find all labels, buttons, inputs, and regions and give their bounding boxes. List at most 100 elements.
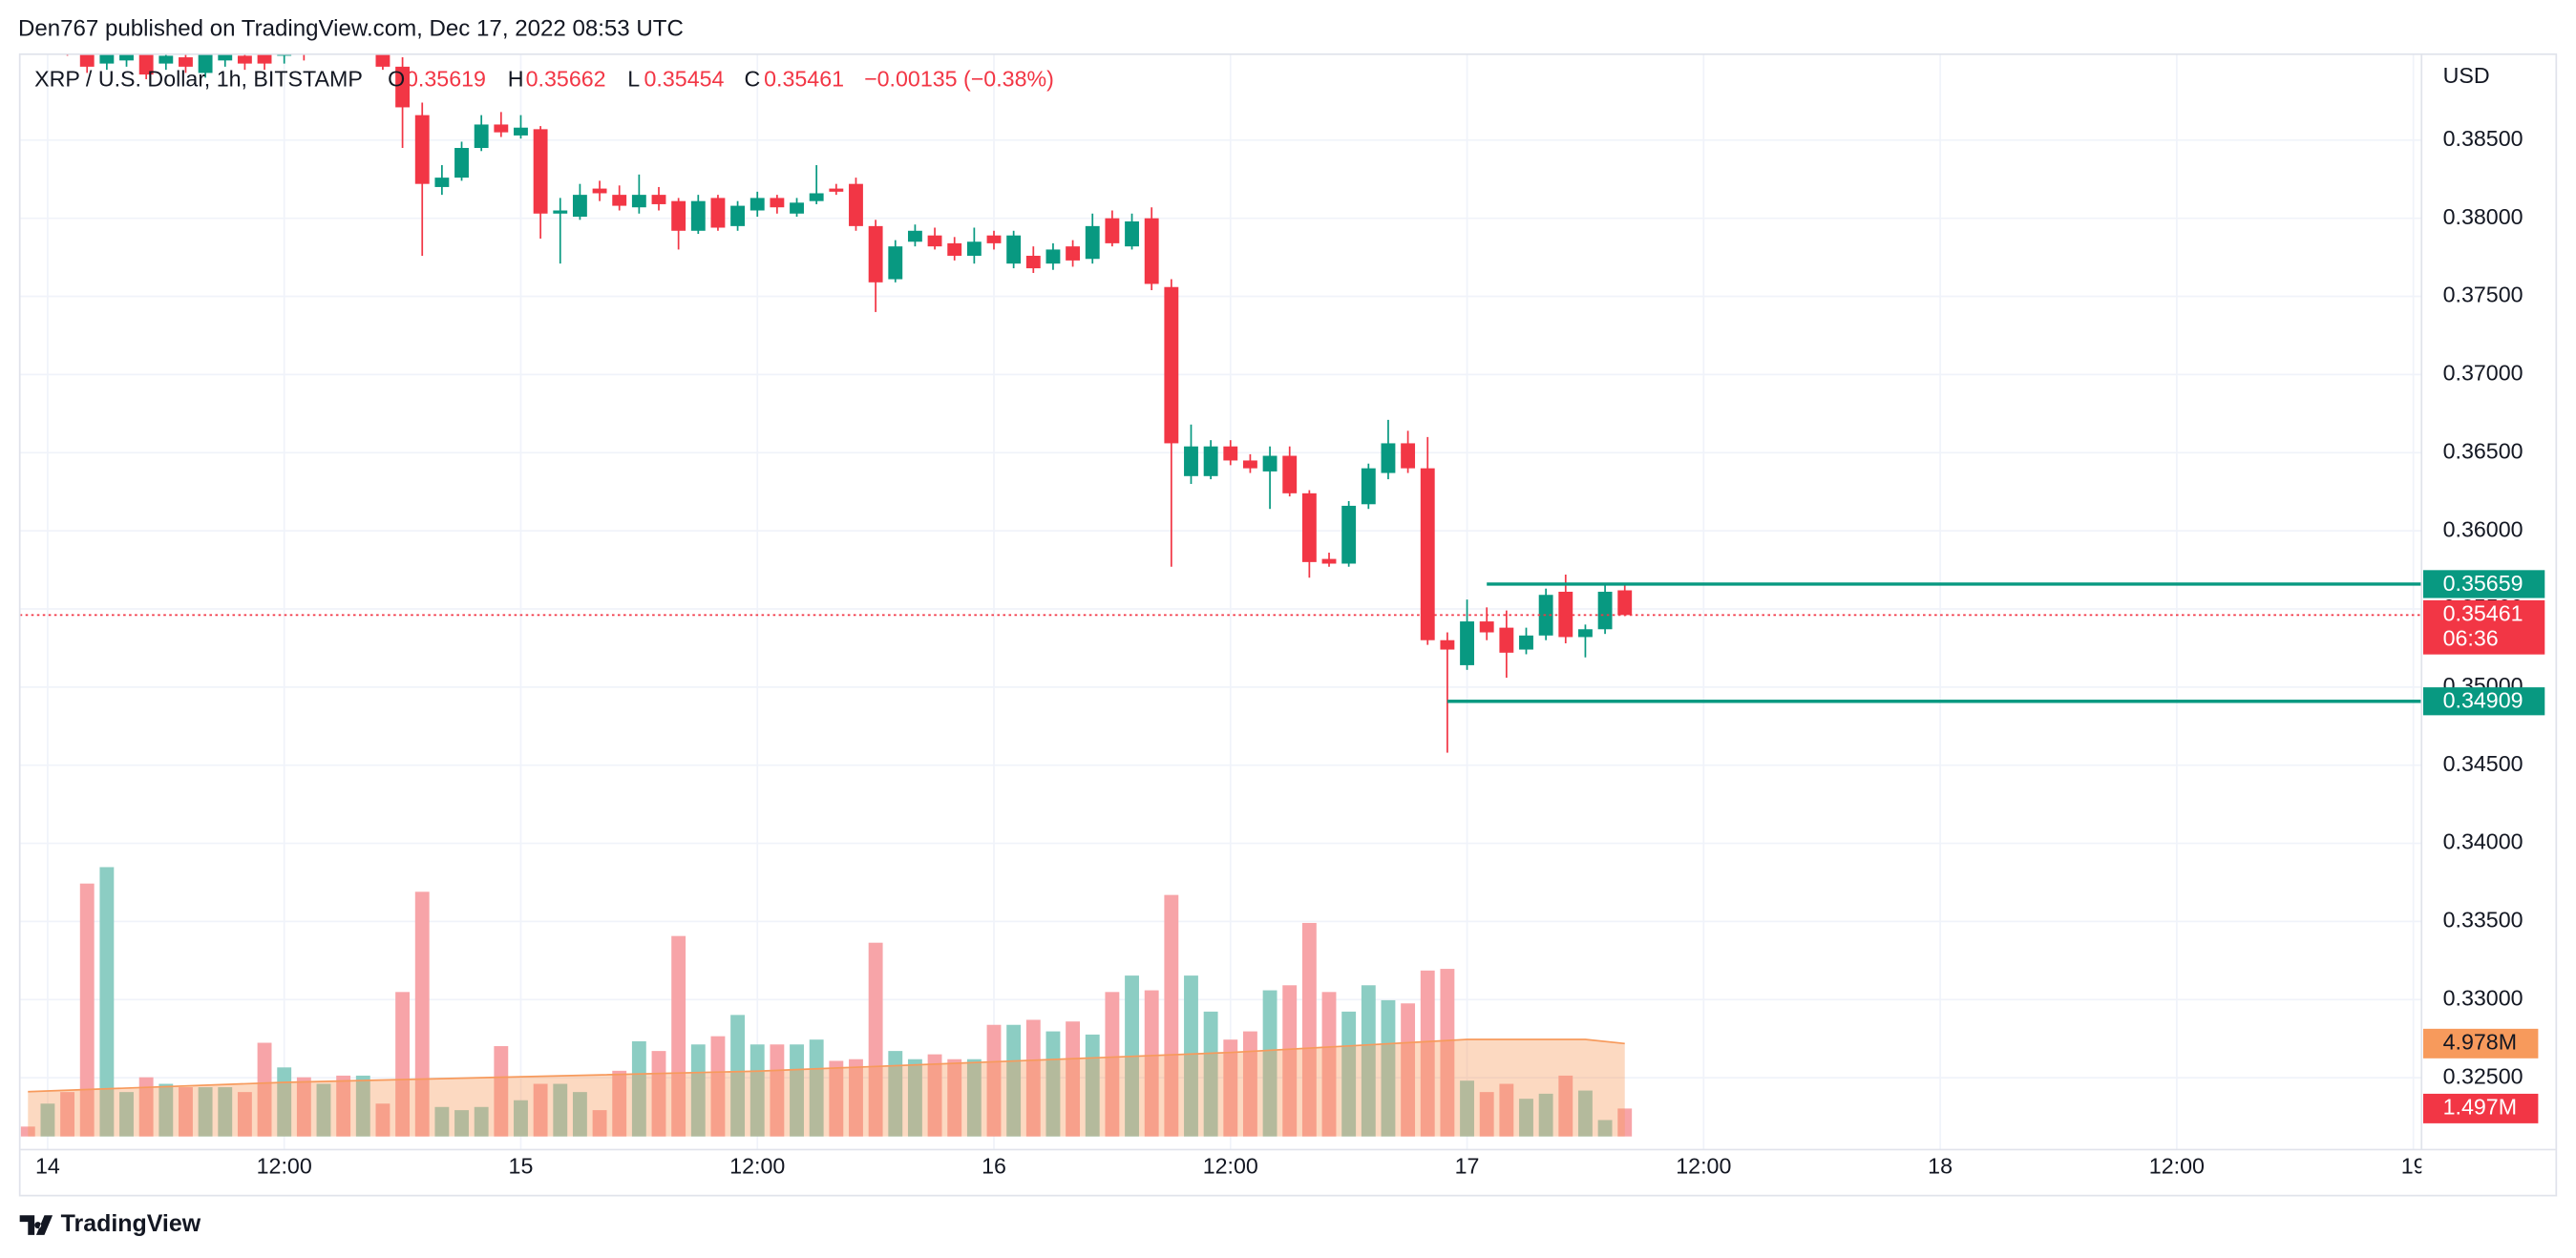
candle-body <box>750 198 765 211</box>
legend-value: 0.35454 <box>644 66 725 91</box>
volume-bar <box>138 1077 154 1137</box>
candle-body <box>730 205 746 226</box>
candle-body <box>1617 590 1633 616</box>
volume-bar <box>888 1051 903 1137</box>
candle-body <box>514 127 528 136</box>
candle-body <box>829 188 844 192</box>
x-tick-label: 12:00 <box>257 1154 312 1179</box>
candle-body <box>99 53 115 64</box>
candle-body <box>986 235 1002 243</box>
volume-bar <box>592 1110 607 1137</box>
y-tick-label: 0.38500 <box>2443 126 2523 151</box>
candle-body <box>907 230 922 242</box>
volume-ma-badge <box>2422 1028 2539 1059</box>
legend-key: L <box>627 66 640 91</box>
candle-body <box>1006 235 1022 264</box>
volume-bar <box>1538 1093 1553 1137</box>
candle-body <box>1361 468 1376 505</box>
candle-body <box>1025 255 1041 269</box>
volume-bar <box>1223 1039 1238 1137</box>
x-tick-label: 12:00 <box>2149 1154 2205 1179</box>
candle-body <box>395 66 411 108</box>
symbol-title: XRP / U.S. Dollar, 1h, BITSTAMP <box>34 66 363 91</box>
volume-bar <box>1045 1031 1061 1137</box>
candle-body <box>237 55 252 64</box>
y-tick-label: 0.37500 <box>2443 283 2523 307</box>
candle-body <box>1499 627 1514 653</box>
candle-body <box>1125 220 1139 247</box>
x-axis: 14 12:00 15 12:00 16 12:00 17 12:00 18 12:00 19 <box>35 1154 2426 1179</box>
volume-bar <box>572 1092 587 1137</box>
volume-badge <box>2422 1093 2539 1123</box>
frame <box>18 52 2558 1197</box>
volume-bar <box>218 1087 233 1137</box>
y-tick-label: 0.32500 <box>2443 1063 2523 1088</box>
last-price-label: 0.35461 <box>2443 601 2523 626</box>
volume-bar <box>907 1059 922 1137</box>
candle-body <box>770 198 785 208</box>
volume-bar <box>198 1087 213 1137</box>
candle-body <box>966 241 982 256</box>
candle-body <box>1203 446 1218 476</box>
candle-body <box>690 200 706 231</box>
legend-change: −0.00135 (−0.38%) <box>864 66 1054 91</box>
volume-label: 1.497M <box>2443 1095 2517 1120</box>
volume-bar <box>1341 1011 1357 1137</box>
legend: XRP / U.S. Dollar, 1h, BITSTAMP O 0.3561… <box>34 66 1054 91</box>
volume-bar <box>277 1067 292 1137</box>
volume-bar <box>1617 1108 1633 1137</box>
volume-bar <box>179 1087 193 1137</box>
candle-body <box>1223 446 1238 461</box>
volume-bar <box>1578 1090 1593 1137</box>
volume-bar <box>355 1075 370 1137</box>
candle-body <box>1479 621 1494 633</box>
candle-body <box>710 198 726 228</box>
candle-body <box>1519 635 1533 650</box>
volume-bar <box>1203 1011 1218 1137</box>
candle-body <box>572 195 587 218</box>
legend-value: 0.35619 <box>406 66 486 91</box>
logo-icon <box>19 1215 53 1235</box>
volume-bar <box>60 1092 75 1137</box>
volume-bar <box>1321 992 1337 1137</box>
candle-body <box>947 242 962 256</box>
volume-bar <box>671 935 686 1137</box>
volume-bar <box>494 1046 509 1137</box>
volume-bar <box>612 1070 627 1137</box>
volume-bar <box>730 1015 746 1137</box>
y-axis-unit: USD <box>2443 63 2490 88</box>
x-tick-label: 15 <box>509 1154 534 1179</box>
y-tick-label: 0.36000 <box>2443 516 2523 541</box>
y-tick-label: 0.33000 <box>2443 985 2523 1010</box>
candle-body <box>592 188 607 194</box>
candle-body <box>494 124 509 133</box>
brand-name: TradingView <box>61 1210 201 1237</box>
volume-bar <box>1006 1024 1022 1137</box>
candle-body <box>1282 455 1298 493</box>
candle-body <box>1045 249 1061 264</box>
y-tick-label: 0.37000 <box>2443 361 2523 386</box>
volume-bar <box>947 1059 962 1137</box>
volume-bar <box>770 1044 785 1137</box>
x-tick-label: 19 <box>2401 1154 2426 1179</box>
level-label: 0.35659 <box>2443 571 2523 596</box>
candle-body <box>849 183 863 226</box>
volume-bar <box>158 1083 174 1137</box>
volume-bar <box>1401 1003 1416 1137</box>
candle-body <box>553 210 568 214</box>
volume-bar <box>375 1103 391 1137</box>
candle-body <box>198 53 213 73</box>
candle-body <box>434 178 450 187</box>
volume-bar <box>1381 999 1396 1137</box>
volume-bar <box>1519 1099 1533 1137</box>
volume-bar <box>1558 1075 1573 1137</box>
publisher-note: Den767 published on TradingView.com, Dec… <box>18 15 684 41</box>
x-tick-label: 17 <box>1455 1154 1480 1179</box>
volume-bar <box>119 1092 134 1137</box>
candle-body <box>1578 629 1593 638</box>
y-tick-label: 0.38000 <box>2443 204 2523 229</box>
candle-body <box>1460 621 1474 665</box>
x-tick-label: 18 <box>1928 1154 1953 1179</box>
candle-body <box>790 202 804 214</box>
